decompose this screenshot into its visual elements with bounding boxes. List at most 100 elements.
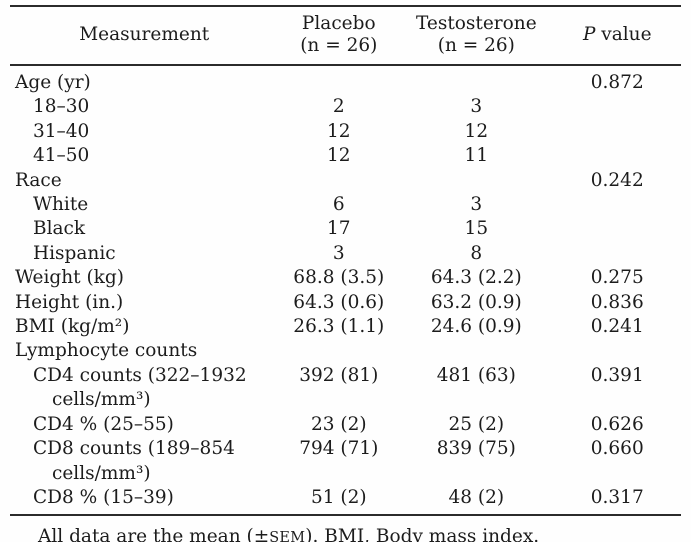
p-value (553, 144, 681, 168)
placebo-value: 64.3 (0.6) (293, 291, 385, 313)
header-testosterone-line1: Testosterone (416, 13, 537, 34)
placebo-value: 6 (332, 194, 345, 216)
header-p-italic: P (582, 24, 596, 45)
table-row: CD8 counts (189–854 cells/mm³) 794 (71) 839… (10, 437, 681, 486)
table-row: CD4 % (25–55) 23 (2) 25 (2) 0.626 (10, 413, 681, 437)
p-value (553, 217, 681, 241)
placebo-value: 26.3 (1.1) (293, 316, 385, 338)
header-placebo: Placebo (n = 26) (278, 6, 400, 66)
table-row: 18–30 2 3 (10, 95, 681, 119)
testosterone-value: 12 (464, 120, 489, 142)
p-value: 0.391 (590, 364, 644, 386)
testosterone-value: 8 (470, 242, 483, 264)
placebo-value (278, 65, 399, 95)
testosterone-value (399, 65, 553, 95)
placebo-value: 12 (327, 145, 351, 167)
testosterone-value: 48 (2) (399, 485, 554, 517)
p-value: 0.317 (553, 485, 681, 517)
p-value: 0.626 (590, 413, 644, 435)
testosterone-value: 15 (464, 218, 489, 240)
row-label: 18–30 (33, 96, 90, 118)
header-testosterone-line2: (n = 26) (437, 35, 515, 56)
measurement-cell: Weight (kg) (10, 266, 278, 290)
header-placebo-line2: (n = 26) (300, 35, 378, 56)
footnote-post: ). BMI, Body mass index. (305, 526, 540, 542)
placebo-value: 12 (327, 120, 351, 142)
placebo-value (278, 169, 399, 193)
table-row: Hispanic 3 8 (10, 242, 681, 266)
row-label-continuation: cells/mm³) (52, 462, 151, 484)
measurement-cell: Lymphocyte counts (10, 339, 278, 363)
testosterone-value (399, 169, 553, 193)
table-header: Measurement Placebo (n = 26) Testosterone… (10, 6, 681, 66)
row-label: CD4 % (25–55) (33, 413, 174, 435)
row-label: Hispanic (33, 242, 116, 264)
footnote-pre: All data are the mean (± (38, 526, 270, 542)
testosterone-value: 25 (2) (448, 413, 505, 435)
measurement-cell: Race (10, 169, 278, 193)
row-label: Weight (kg) (15, 267, 124, 289)
header-row: Measurement Placebo (n = 26) Testosterone… (10, 6, 681, 66)
p-value: 0.872 (590, 72, 644, 93)
row-label: Age (yr) (15, 72, 91, 93)
p-value: 0.242 (590, 169, 644, 191)
table-row: 31–40 12 12 (10, 120, 681, 144)
measurement-cell: Hispanic (10, 242, 278, 266)
p-value (553, 242, 681, 266)
table-row: Weight (kg) 68.8 (3.5) 64.3 (2.2) 0.275 (10, 266, 681, 290)
row-label: CD4 counts (322–1932 (33, 364, 247, 386)
header-testosterone: Testosterone (n = 26) (399, 6, 554, 66)
header-p-rest: value (601, 24, 652, 45)
header-p-value: P value (553, 6, 681, 66)
testosterone-value: 3 (470, 96, 483, 118)
measurement-cell: CD4 % (25–55) (10, 413, 278, 437)
table-row: BMI (kg/m²) 26.3 (1.1) 24.6 (0.9) 0.241 (10, 315, 681, 339)
testosterone-value: 11 (464, 145, 489, 167)
placebo-value: 3 (332, 242, 345, 264)
placebo-value: 392 (81) (299, 364, 379, 386)
measurement-cell: CD8 % (15–39) (10, 485, 279, 517)
testosterone-value: 64.3 (2.2) (430, 267, 522, 289)
p-value (553, 339, 681, 363)
measurement-cell: BMI (kg/m²) (10, 315, 278, 339)
measurement-cell: Black (10, 217, 278, 241)
table-row: CD4 counts (322–1932 cells/mm³) 392 (81) 48… (10, 364, 681, 413)
row-label: BMI (kg/m²) (15, 316, 130, 338)
testosterone-value: 24.6 (0.9) (430, 316, 522, 338)
table-row: Lymphocyte counts (10, 339, 681, 363)
placebo-value: 17 (327, 218, 351, 240)
measurement-cell: Age (yr) (10, 65, 278, 95)
placebo-value: 23 (2) (310, 413, 367, 435)
measurement-cell: Height (in.) (10, 291, 278, 315)
header-placebo-line1: Placebo (301, 13, 376, 34)
testosterone-value: 63.2 (0.9) (430, 291, 522, 313)
row-label-continuation: cells/mm³) (52, 389, 151, 411)
row-label: Black (33, 218, 86, 240)
row-label: CD8 % (15–39) (33, 486, 174, 508)
header-measurement: Measurement (10, 6, 279, 66)
p-value (553, 120, 681, 144)
p-value: 0.836 (590, 291, 644, 313)
row-label: 31–40 (33, 120, 90, 142)
table-row: Black 17 15 (10, 217, 681, 241)
p-value (553, 95, 681, 119)
placebo-value: 794 (71) (299, 438, 379, 460)
table-row: 41–50 12 11 (10, 144, 681, 168)
row-label: Height (in.) (15, 291, 124, 313)
measurement-cell: CD4 counts (322–1932 cells/mm³) (10, 364, 278, 413)
p-value: 0.241 (590, 316, 644, 338)
row-label: 41–50 (33, 145, 90, 167)
p-value: 0.275 (590, 267, 644, 289)
footnote-sem-smallcaps: SEM (269, 530, 306, 542)
placebo-value: 51 (2) (278, 485, 400, 517)
placebo-value (278, 339, 399, 363)
demographics-table: Measurement Placebo (n = 26) Testosterone… (10, 5, 681, 517)
table-row: White 6 3 (10, 193, 681, 217)
measurement-cell: 41–50 (10, 144, 278, 168)
row-label: White (33, 194, 89, 216)
table-row: Age (yr) 0.872 (10, 65, 681, 95)
measurement-cell: 31–40 (10, 120, 278, 144)
header-measurement-label: Measurement (79, 24, 210, 45)
testosterone-value: 481 (63) (436, 364, 516, 386)
